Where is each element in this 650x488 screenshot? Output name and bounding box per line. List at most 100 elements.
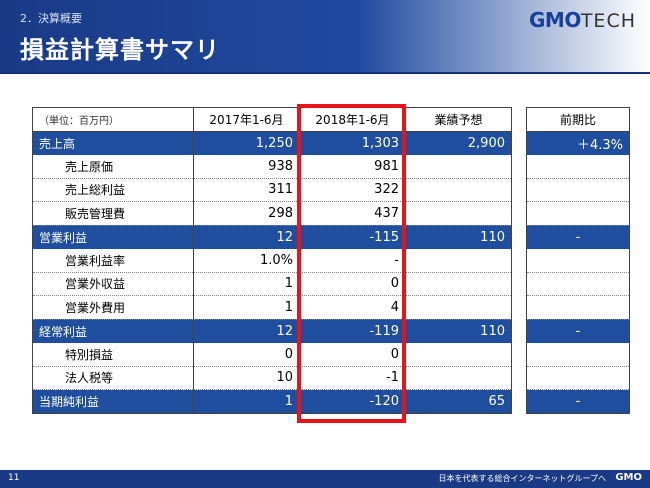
cell-forecast	[405, 248, 512, 273]
yoy-row: -	[526, 389, 630, 414]
logo-main: GMO	[529, 8, 581, 32]
col-header-forecast: 業績予想	[405, 107, 512, 132]
cell-yoy	[526, 201, 630, 226]
col-header-2018: 2018年1-6月	[299, 107, 406, 132]
cell-2017: 1	[193, 389, 300, 414]
yoy-row	[526, 201, 630, 226]
cell-yoy: ＋4.3%	[526, 131, 630, 155]
cell-yoy	[526, 178, 630, 202]
cell-2017: 311	[193, 178, 300, 202]
cell-forecast	[405, 295, 512, 320]
row-label: 営業利益率	[32, 248, 194, 273]
table-row: 当期純利益 1 -120 65	[32, 389, 512, 414]
section-label: 2．決算概要	[20, 12, 82, 25]
cell-forecast	[405, 342, 512, 367]
cell-yoy: -	[526, 389, 630, 414]
cell-forecast: 65	[405, 389, 512, 414]
table-row: 営業外収益 1 0	[32, 272, 512, 296]
row-label: 法人税等	[32, 366, 194, 390]
row-label: 特別損益	[32, 342, 194, 367]
cell-forecast: 110	[405, 225, 512, 249]
footer-gmo-logo: GMO	[615, 472, 642, 483]
col-header-yoy: 前期比	[526, 107, 630, 132]
cell-forecast: 2,900	[405, 131, 512, 155]
cell-yoy: -	[526, 225, 630, 249]
yoy-row: ＋4.3%	[526, 131, 630, 155]
cell-2018: -1	[299, 366, 406, 390]
slide-footer: 11 日本を代表する総合インターネットグループへ GMO	[0, 470, 650, 488]
cell-yoy	[526, 248, 630, 273]
cell-yoy	[526, 272, 630, 296]
table-header-row: （単位：百万円） 2017年1-6月 2018年1-6月 業績予想	[32, 107, 512, 132]
yoy-row	[526, 342, 630, 367]
yoy-header-row: 前期比	[526, 107, 630, 132]
yoy-row: -	[526, 319, 630, 343]
cell-2018: 1,303	[299, 131, 406, 155]
cell-2017: 938	[193, 154, 300, 179]
cell-2017: 10	[193, 366, 300, 390]
page-number: 11	[8, 473, 20, 483]
cell-2017: 1.0%	[193, 248, 300, 273]
cell-2018: -115	[299, 225, 406, 249]
col-header-2017: 2017年1-6月	[193, 107, 300, 132]
yoy-row	[526, 272, 630, 296]
row-label: 営業外費用	[32, 295, 194, 320]
income-statement-table: （単位：百万円） 2017年1-6月 2018年1-6月 業績予想 売上高 1,…	[32, 107, 512, 414]
cell-2017: 298	[193, 201, 300, 226]
cell-yoy	[526, 154, 630, 179]
cell-2017: 12	[193, 225, 300, 249]
table-row: 営業利益 12 -115 110	[32, 225, 512, 249]
cell-forecast	[405, 178, 512, 202]
table-row: 法人税等 10 -1	[32, 366, 512, 390]
cell-2017: 0	[193, 342, 300, 367]
cell-2018: -120	[299, 389, 406, 414]
row-label: 当期純利益	[32, 389, 194, 414]
cell-yoy	[526, 342, 630, 367]
footer-tagline: 日本を代表する総合インターネットグループへ	[438, 474, 606, 483]
cell-2018: -119	[299, 319, 406, 343]
cell-2018: 437	[299, 201, 406, 226]
slide-header: 2．決算概要 損益計算書サマリ	[0, 0, 650, 72]
row-label: 販売管理費	[32, 201, 194, 226]
table-row: 経常利益 12 -119 110	[32, 319, 512, 343]
table-row: 特別損益 0 0	[32, 342, 512, 367]
table-row: 売上原価 938 981	[32, 154, 512, 179]
cell-2017: 1	[193, 272, 300, 296]
row-label: 売上総利益	[32, 178, 194, 202]
row-label: 売上原価	[32, 154, 194, 179]
cell-yoy: -	[526, 319, 630, 343]
yoy-row	[526, 178, 630, 202]
yoy-row	[526, 295, 630, 320]
cell-forecast	[405, 366, 512, 390]
row-label: 経常利益	[32, 319, 194, 343]
table-row: 売上高 1,250 1,303 2,900	[32, 131, 512, 155]
cell-forecast	[405, 154, 512, 179]
cell-forecast	[405, 201, 512, 226]
cell-2018: 981	[299, 154, 406, 179]
row-label: 営業利益	[32, 225, 194, 249]
yoy-row	[526, 154, 630, 179]
yoy-row: -	[526, 225, 630, 249]
cell-forecast: 110	[405, 319, 512, 343]
highlight-2018-column	[297, 104, 406, 423]
header-divider	[0, 72, 650, 74]
logo-sub: TECH	[580, 10, 636, 32]
cell-yoy	[526, 295, 630, 320]
cell-2017: 1	[193, 295, 300, 320]
yoy-row	[526, 366, 630, 390]
table-row: 売上総利益 311 322	[32, 178, 512, 202]
cell-yoy	[526, 366, 630, 390]
table-row: 販売管理費 298 437	[32, 201, 512, 226]
row-label: 営業外収益	[32, 272, 194, 296]
yoy-row	[526, 248, 630, 273]
row-label: 売上高	[32, 131, 194, 155]
cell-2017: 1,250	[193, 131, 300, 155]
table-row: 営業外費用 1 4	[32, 295, 512, 320]
table-row: 営業利益率 1.0% -	[32, 248, 512, 273]
page-title: 損益計算書サマリ	[20, 36, 220, 64]
gmo-tech-logo: GMOTECH	[529, 8, 636, 32]
cell-forecast	[405, 272, 512, 296]
unit-label: （単位：百万円）	[32, 107, 194, 132]
yoy-table: 前期比 ＋4.3% - - -	[526, 107, 630, 414]
cell-2017: 12	[193, 319, 300, 343]
